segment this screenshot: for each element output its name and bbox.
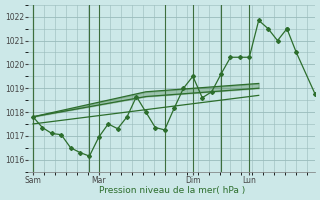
X-axis label: Pression niveau de la mer( hPa ): Pression niveau de la mer( hPa ) (99, 186, 245, 195)
